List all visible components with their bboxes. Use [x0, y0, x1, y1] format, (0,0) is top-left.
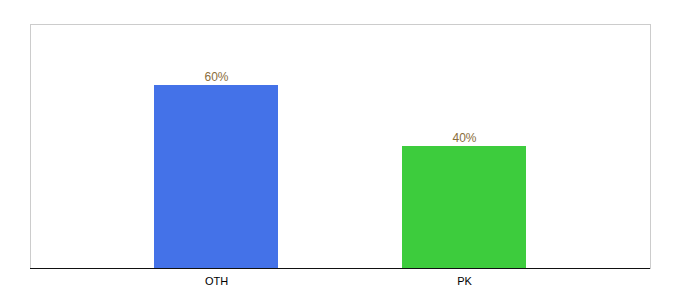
svg-text:40%: 40%: [452, 131, 476, 145]
svg-text:PK: PK: [457, 275, 472, 287]
svg-text:60%: 60%: [204, 70, 228, 84]
svg-text:OTH: OTH: [205, 275, 228, 287]
